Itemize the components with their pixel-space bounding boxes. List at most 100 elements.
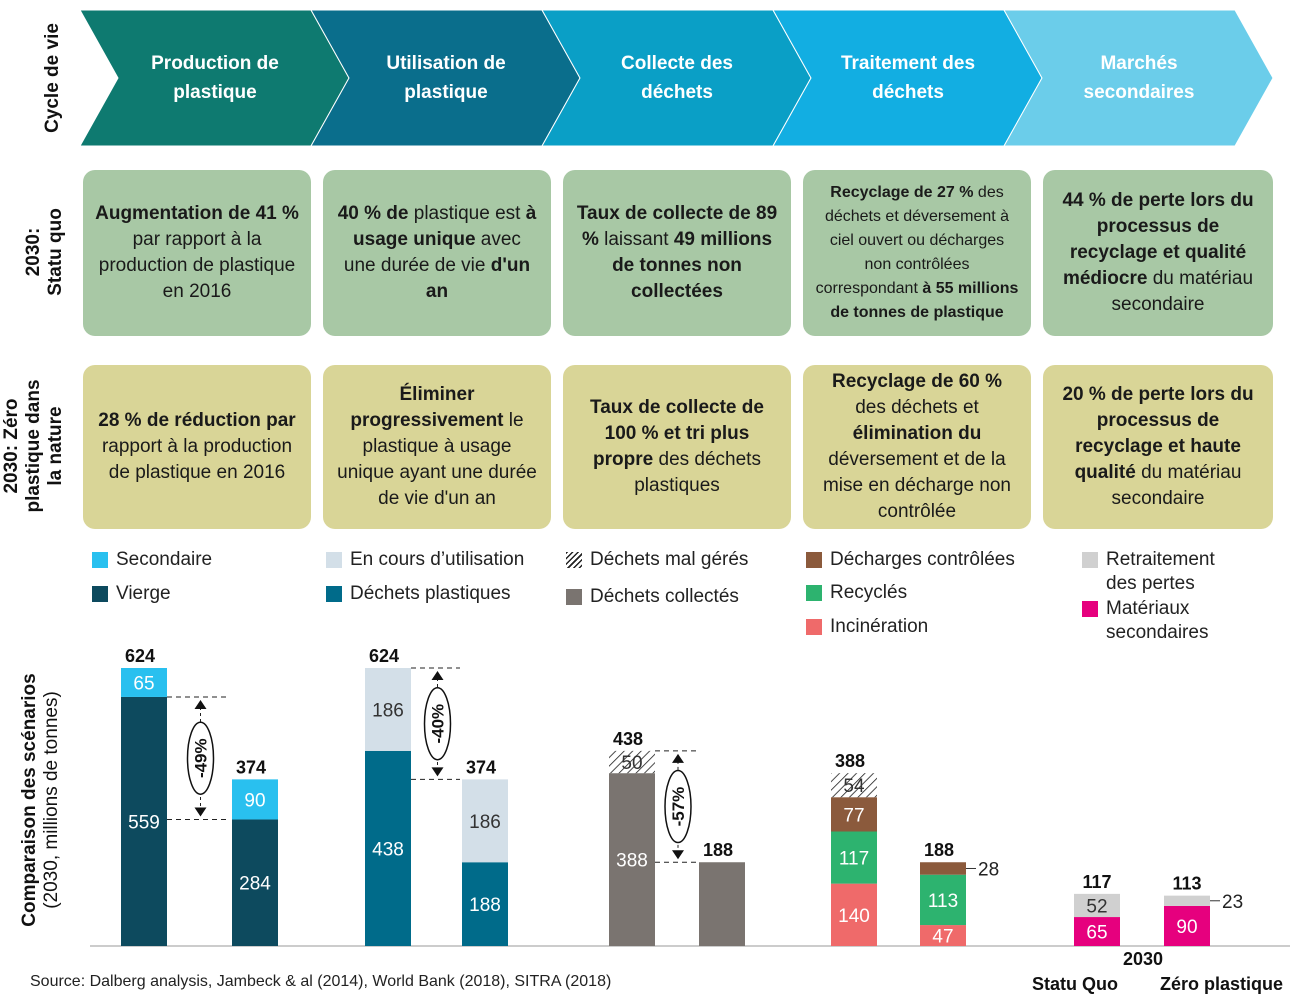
group-label: 2030 [1123, 949, 1163, 969]
bar-segment [232, 819, 278, 946]
text: Marchés secondaires [1083, 53, 1195, 103]
text: En cours d’utilisation [350, 549, 525, 570]
text: Taux de collecte de 89 % [576, 203, 778, 250]
data-label: 90 [244, 790, 265, 811]
category-label: Statu Quo [1032, 974, 1118, 994]
card-text: 44 % de perte lors du processus de recyc… [1055, 188, 1261, 318]
legend-swatch [92, 552, 108, 568]
data-label: 186 [372, 700, 404, 721]
text: Augmentation de 41 % [95, 203, 299, 224]
text: Matériaux secondaires [1106, 598, 1209, 643]
text: 28 % de réduction par [98, 410, 296, 431]
stage-arrow [1003, 9, 1274, 147]
bar-segment [1164, 895, 1210, 906]
bar-segment [609, 750, 655, 774]
bar-segment [831, 797, 877, 832]
change-badge [186, 721, 215, 795]
text: Retraitement des pertes [1106, 549, 1215, 594]
text: des déchets plastiques [634, 449, 761, 496]
card-text: Recyclage de 60 % des déchets et élimina… [815, 369, 1019, 525]
card-text: Éliminer progressivement le plastique à … [335, 382, 539, 512]
legend-entry: Retraitement des pertes [1082, 548, 1232, 596]
text: Utilisation de plastique [386, 53, 506, 103]
bar-segment [920, 862, 966, 875]
bar-segment [121, 696, 167, 946]
bar-segment [365, 750, 411, 946]
arrow-head [194, 699, 207, 709]
row-label-line: 2030: Zéro [1, 398, 22, 493]
change-label: -57% [669, 787, 688, 827]
total-label: 438 [613, 729, 643, 749]
total-label: 117 [1082, 872, 1111, 892]
text: du matériau secondaire [1111, 462, 1242, 509]
card-text: Taux de collecte de 100 % et tri plus pr… [575, 395, 779, 499]
bar-segment [1074, 893, 1120, 918]
change-badge [664, 769, 692, 844]
bar-segment [1074, 917, 1120, 946]
data-label: 65 [1086, 923, 1107, 944]
text: Recyclage de 27 % [830, 184, 974, 201]
text: Décharges contrôlées [830, 549, 1015, 570]
card-text: Recyclage de 27 % des déchets et déverse… [815, 181, 1019, 325]
bar-segment [831, 773, 877, 798]
text: Production de plastique [151, 53, 279, 103]
bar-segment [920, 925, 966, 946]
text: élimination du [852, 423, 982, 444]
text: Recyclés [830, 582, 908, 603]
source: Source: Dalberg analysis, Jambeck & al (… [30, 973, 611, 990]
data-label: 284 [239, 874, 271, 895]
text: à usage unique [353, 203, 537, 250]
legend-entry: Vierge [92, 582, 171, 606]
row-label: 2030:Statu quo [23, 208, 66, 296]
card-text: 20 % de perte lors du processus de recyc… [1055, 382, 1261, 512]
stage-title: Collecte des déchets [602, 10, 752, 146]
text: 40 % de [337, 203, 409, 224]
total-label: 388 [835, 751, 865, 771]
text: 44 % de perte lors du processus de recyc… [1062, 190, 1254, 289]
arrow-head [672, 753, 684, 763]
row-label: Cycle de vie [42, 23, 63, 133]
stage-title: Utilisation de plastique [371, 10, 521, 146]
text: rapport à la production de plastique en … [101, 436, 293, 483]
card: Éliminer progressivement le plastique à … [323, 365, 551, 529]
row-label-line: la nature [45, 406, 66, 485]
card: 28 % de réduction par rapport à la produ… [83, 365, 311, 529]
legend-swatch [566, 552, 582, 568]
row-label: 2030: Zéroplastique dansla nature [1, 379, 66, 512]
card-text: Augmentation de 41 % par rapport à la pr… [95, 201, 299, 305]
arrow-head [194, 807, 207, 817]
text: Secondaire [116, 549, 213, 570]
text: le plastique à usage unique ayant une du… [337, 410, 537, 509]
total-label: 113 [1172, 874, 1201, 894]
stage-title: Traitement des déchets [833, 10, 983, 146]
legend-entry: Matériaux secondaires [1082, 597, 1232, 645]
text: Déchets mal gérés [590, 549, 749, 570]
text: Vierge [116, 583, 171, 604]
bar-segment [831, 831, 877, 884]
stage-title: Production de plastique [140, 10, 290, 146]
legend-swatch [1082, 601, 1098, 617]
card: 44 % de perte lors du processus de recyc… [1043, 170, 1273, 336]
text: des déchets et déversement à ciel ouvert… [815, 184, 1010, 297]
card: 20 % de perte lors du processus de recyc… [1043, 365, 1273, 529]
text: à 55 millions de tonnes de plastique [830, 280, 1019, 321]
text: plastique est [408, 203, 526, 224]
legend-entry: Déchets collectés [566, 585, 739, 609]
text: par rapport à la production de plastique… [98, 229, 296, 302]
stage-title: Marchés secondaires [1064, 10, 1214, 146]
row-label-line: (2030, millions de tonnes) [41, 691, 62, 909]
data-label: 23 [1222, 892, 1243, 913]
bar-segment [699, 862, 745, 946]
change-label: -40% [429, 704, 448, 744]
card: Taux de collecte de 100 % et tri plus pr… [563, 365, 791, 529]
data-label: 54 [843, 776, 865, 797]
data-label: 438 [372, 839, 404, 860]
arrow-head [431, 767, 444, 777]
row-label-line: Comparaison des scénarios [19, 673, 40, 926]
text: Déchets plastiques [350, 583, 511, 604]
total-label: 624 [369, 646, 399, 666]
legend-swatch [806, 619, 822, 635]
row-label-line: plastique dans [23, 379, 44, 512]
